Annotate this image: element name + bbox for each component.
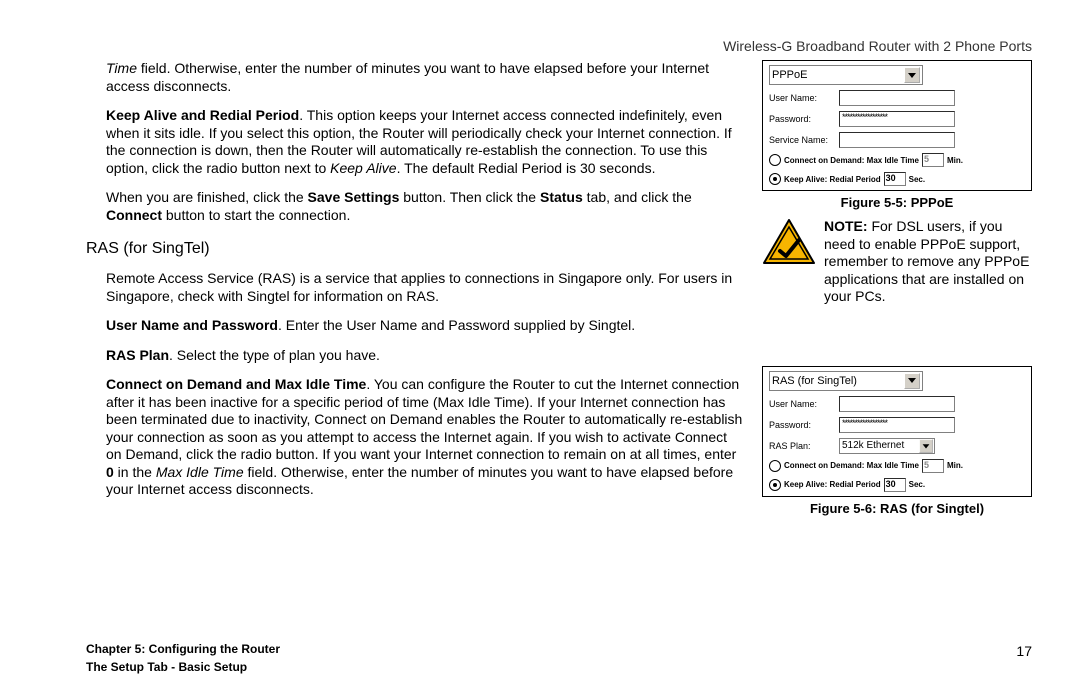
radio-label: Connect on Demand: Max Idle Time xyxy=(784,156,919,165)
italic-text: Max Idle Time xyxy=(156,464,244,480)
unit-label: Sec. xyxy=(909,480,925,489)
password-input[interactable]: ****************** xyxy=(839,111,955,127)
password-label: Password: xyxy=(769,420,833,430)
document-header: Wireless-G Broadband Router with 2 Phone… xyxy=(86,38,1032,54)
paragraph-username-password: User Name and Password. Enter the User N… xyxy=(86,317,744,335)
section-heading-ras: RAS (for SingTel) xyxy=(86,240,744,258)
tab-reference: Status xyxy=(540,189,583,205)
connection-type-dropdown[interactable]: RAS (for SingTel) xyxy=(769,371,923,391)
body-text: field. Otherwise, enter the number of mi… xyxy=(106,60,709,94)
body-text: button to start the connection. xyxy=(162,207,350,223)
figure-5-5-caption: Figure 5-5: PPPoE xyxy=(762,195,1032,210)
radio-label: Keep Alive: Redial Period xyxy=(784,480,881,489)
radio-label: Keep Alive: Redial Period xyxy=(784,175,881,184)
connection-type-dropdown[interactable]: PPPoE xyxy=(769,65,923,85)
warning-icon xyxy=(762,218,816,266)
password-input[interactable]: ****************** xyxy=(839,417,955,433)
figure-ras-box: RAS (for SingTel) User Name: Password: *… xyxy=(762,366,1032,497)
connect-on-demand-radio[interactable] xyxy=(769,154,781,166)
button-reference: Connect xyxy=(106,207,162,223)
body-text: button. Then click the xyxy=(399,189,540,205)
body-text: . The default Redial Period is 30 second… xyxy=(397,160,656,176)
button-reference: Save Settings xyxy=(308,189,400,205)
paragraph-save-settings: When you are finished, click the Save Se… xyxy=(86,189,744,224)
password-label: Password: xyxy=(769,114,833,124)
paragraph-keep-alive: Keep Alive and Redial Period. This optio… xyxy=(86,107,744,177)
ras-plan-select[interactable]: 512k Ethernet xyxy=(839,438,935,454)
unit-label: Min. xyxy=(947,156,963,165)
paragraph-time-field: Time field. Otherwise, enter the number … xyxy=(86,60,744,95)
body-text: in the xyxy=(114,464,156,480)
service-name-label: Service Name: xyxy=(769,135,833,145)
service-name-input[interactable] xyxy=(839,132,955,148)
unit-label: Min. xyxy=(947,461,963,470)
redial-period-input[interactable]: 30 xyxy=(884,172,906,186)
body-text: When you are finished, click the xyxy=(106,189,308,205)
figures-column: PPPoE User Name: Password: *************… xyxy=(762,60,1032,516)
footer-section: The Setup Tab - Basic Setup xyxy=(86,660,1032,676)
italic-text: Keep Alive xyxy=(330,160,396,176)
page-footer: Chapter 5: Configuring the Router 17 The… xyxy=(86,642,1032,676)
term-ras-plan: RAS Plan xyxy=(106,347,169,363)
term-connect-on-demand: Connect on Demand and Max Idle Time xyxy=(106,376,366,392)
body-text: . Select the type of plan you have. xyxy=(169,347,380,363)
term-keep-alive: Keep Alive and Redial Period xyxy=(106,107,299,123)
chevron-down-icon[interactable] xyxy=(919,439,933,453)
main-text-column: Time field. Otherwise, enter the number … xyxy=(86,60,744,516)
paragraph-ras-intro: Remote Access Service (RAS) is a service… xyxy=(86,270,744,305)
max-idle-time-input[interactable]: 5 xyxy=(922,153,944,167)
page-number: 17 xyxy=(1016,642,1032,660)
dropdown-value: PPPoE xyxy=(772,69,807,81)
keep-alive-radio[interactable] xyxy=(769,479,781,491)
figure-pppoe-box: PPPoE User Name: Password: *************… xyxy=(762,60,1032,191)
footer-chapter: Chapter 5: Configuring the Router xyxy=(86,642,280,660)
chevron-down-icon[interactable] xyxy=(904,373,920,389)
dropdown-value: RAS (for SingTel) xyxy=(772,375,857,387)
paragraph-connect-on-demand: Connect on Demand and Max Idle Time. You… xyxy=(86,376,744,499)
max-idle-time-input[interactable]: 5 xyxy=(922,459,944,473)
chevron-down-icon[interactable] xyxy=(904,67,920,83)
italic-text: Time xyxy=(106,60,137,76)
note-box: NOTE: For DSL users, if you need to enab… xyxy=(762,218,1032,306)
note-label: NOTE: xyxy=(824,218,868,234)
figure-5-6-caption: Figure 5-6: RAS (for Singtel) xyxy=(762,501,1032,516)
username-input[interactable] xyxy=(839,396,955,412)
paragraph-ras-plan: RAS Plan. Select the type of plan you ha… xyxy=(86,347,744,365)
note-text: NOTE: For DSL users, if you need to enab… xyxy=(824,218,1032,306)
keep-alive-radio[interactable] xyxy=(769,173,781,185)
body-text: . Enter the User Name and Password suppl… xyxy=(278,317,635,333)
value-zero: 0 xyxy=(106,464,114,480)
unit-label: Sec. xyxy=(909,175,925,184)
radio-label: Connect on Demand: Max Idle Time xyxy=(784,461,919,470)
connect-on-demand-radio[interactable] xyxy=(769,460,781,472)
select-value: 512k Ethernet xyxy=(842,440,904,451)
body-text: tab, and click the xyxy=(583,189,692,205)
username-label: User Name: xyxy=(769,93,833,103)
redial-period-input[interactable]: 30 xyxy=(884,478,906,492)
ras-plan-label: RAS Plan: xyxy=(769,441,833,451)
term-username-password: User Name and Password xyxy=(106,317,278,333)
username-label: User Name: xyxy=(769,399,833,409)
username-input[interactable] xyxy=(839,90,955,106)
